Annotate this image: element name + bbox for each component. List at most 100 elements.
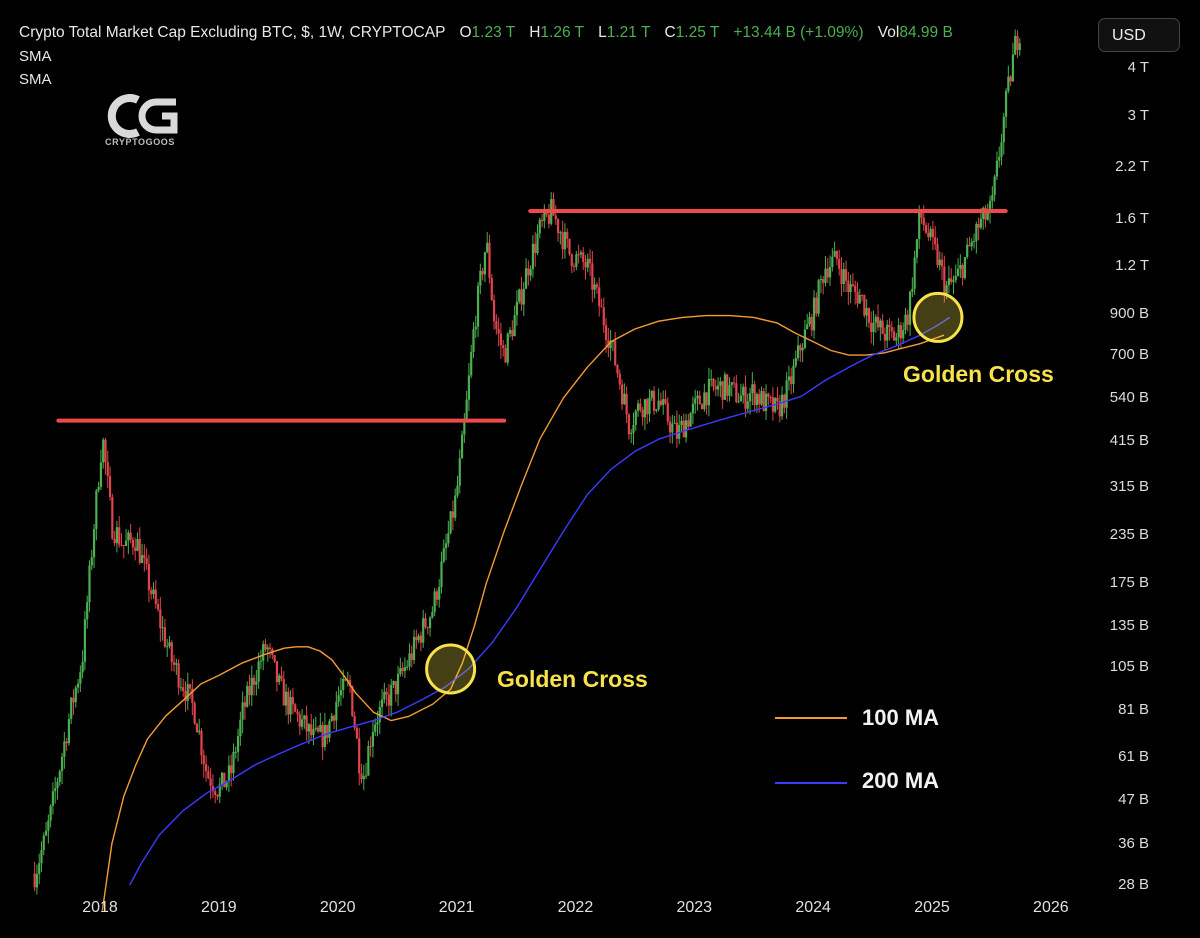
y-tick-label: 81 B bbox=[1118, 701, 1149, 719]
candle-up bbox=[383, 691, 386, 700]
candle-up bbox=[536, 233, 539, 254]
candle-up bbox=[330, 715, 333, 722]
candle-up bbox=[314, 727, 317, 729]
candle-up bbox=[746, 401, 749, 409]
candle-up bbox=[988, 200, 992, 213]
candle-up bbox=[374, 724, 377, 732]
candle-up bbox=[412, 636, 416, 660]
candle-up bbox=[38, 863, 41, 874]
candle-up bbox=[337, 695, 340, 702]
candle-up bbox=[824, 268, 827, 283]
candle-up bbox=[657, 400, 660, 410]
candle-down bbox=[860, 295, 864, 297]
candle-up bbox=[454, 495, 457, 518]
logo-text: CRYPTOGOOS bbox=[105, 137, 176, 147]
candle-up bbox=[630, 432, 633, 435]
candle-down bbox=[666, 402, 669, 422]
ohlc-low-key: L bbox=[598, 24, 607, 41]
candle-down bbox=[497, 328, 500, 334]
candle-up bbox=[83, 619, 87, 662]
candle-up bbox=[74, 687, 77, 703]
candle-up bbox=[751, 384, 754, 394]
candle-up bbox=[748, 393, 752, 402]
candle-down bbox=[134, 547, 137, 551]
candle-up bbox=[284, 691, 288, 706]
candle-down bbox=[588, 258, 592, 264]
candle-up bbox=[886, 324, 889, 341]
candle-up bbox=[728, 385, 731, 396]
candle-up bbox=[198, 730, 201, 733]
x-tick-label: 2025 bbox=[914, 899, 950, 916]
candle-up bbox=[897, 325, 900, 338]
candle-down bbox=[143, 555, 146, 559]
candle-up bbox=[431, 612, 434, 618]
candle-down bbox=[163, 627, 167, 647]
candle-up bbox=[476, 285, 480, 327]
candle-up bbox=[959, 264, 962, 269]
candle-up bbox=[684, 420, 688, 438]
candle-down bbox=[618, 373, 621, 385]
candle-up bbox=[902, 330, 905, 339]
candle-up bbox=[67, 719, 71, 744]
candle-down bbox=[769, 396, 772, 398]
candle-up bbox=[911, 288, 914, 292]
candle-up bbox=[417, 635, 420, 641]
candle-up bbox=[218, 784, 221, 797]
candle-up bbox=[723, 374, 727, 400]
candle-up bbox=[696, 395, 699, 399]
candle-down bbox=[182, 687, 185, 691]
candle-up bbox=[671, 423, 674, 433]
candle-up bbox=[737, 401, 740, 403]
y-tick-label: 1.6 T bbox=[1115, 210, 1149, 227]
candle-up bbox=[392, 681, 395, 685]
candle-down bbox=[922, 217, 925, 226]
candle-up bbox=[787, 376, 791, 381]
candle-up bbox=[1000, 142, 1003, 157]
candle-up bbox=[115, 527, 119, 544]
indicator-sma-2[interactable]: SMA bbox=[19, 71, 52, 88]
candle-up bbox=[833, 250, 836, 257]
candle-up bbox=[780, 394, 784, 417]
candle-down bbox=[950, 278, 953, 282]
candle-up bbox=[433, 591, 436, 613]
golden-cross-circle-2 bbox=[912, 291, 964, 343]
candle-down bbox=[527, 268, 530, 276]
candle-up bbox=[289, 697, 292, 715]
candle-down bbox=[547, 214, 551, 224]
candle-down bbox=[762, 391, 765, 412]
candle-up bbox=[986, 212, 989, 220]
currency-selector[interactable]: USD bbox=[1098, 18, 1180, 52]
candle-up bbox=[63, 741, 66, 757]
candle-down bbox=[193, 703, 196, 724]
candle-down bbox=[822, 279, 825, 283]
candle-up bbox=[56, 781, 59, 789]
candle-up bbox=[390, 684, 393, 706]
candle-up bbox=[515, 301, 519, 316]
candle-down bbox=[106, 462, 109, 477]
candle-up bbox=[467, 375, 471, 400]
candle-up bbox=[945, 285, 948, 294]
candle-up bbox=[586, 258, 589, 268]
candle-down bbox=[291, 697, 295, 705]
candle-down bbox=[675, 422, 679, 439]
candle-down bbox=[268, 647, 272, 649]
candle-down bbox=[870, 322, 873, 333]
x-tick-label: 2024 bbox=[795, 899, 831, 916]
indicator-sma-1[interactable]: SMA bbox=[19, 48, 52, 65]
candle-down bbox=[108, 476, 112, 498]
candle-down bbox=[625, 393, 628, 415]
candle-down bbox=[159, 609, 162, 629]
candle-down bbox=[920, 211, 923, 218]
candle-down bbox=[867, 308, 871, 323]
y-tick-label: 105 B bbox=[1109, 658, 1149, 676]
candle-down bbox=[627, 414, 631, 435]
candle-down bbox=[936, 244, 939, 266]
candle-down bbox=[211, 785, 215, 792]
candle-down bbox=[863, 295, 866, 316]
candle-up bbox=[710, 378, 713, 380]
candle-up bbox=[524, 268, 528, 289]
candle-down bbox=[568, 238, 571, 255]
candle-down bbox=[968, 244, 971, 247]
candle-up bbox=[86, 602, 89, 620]
candle-down bbox=[595, 284, 599, 288]
